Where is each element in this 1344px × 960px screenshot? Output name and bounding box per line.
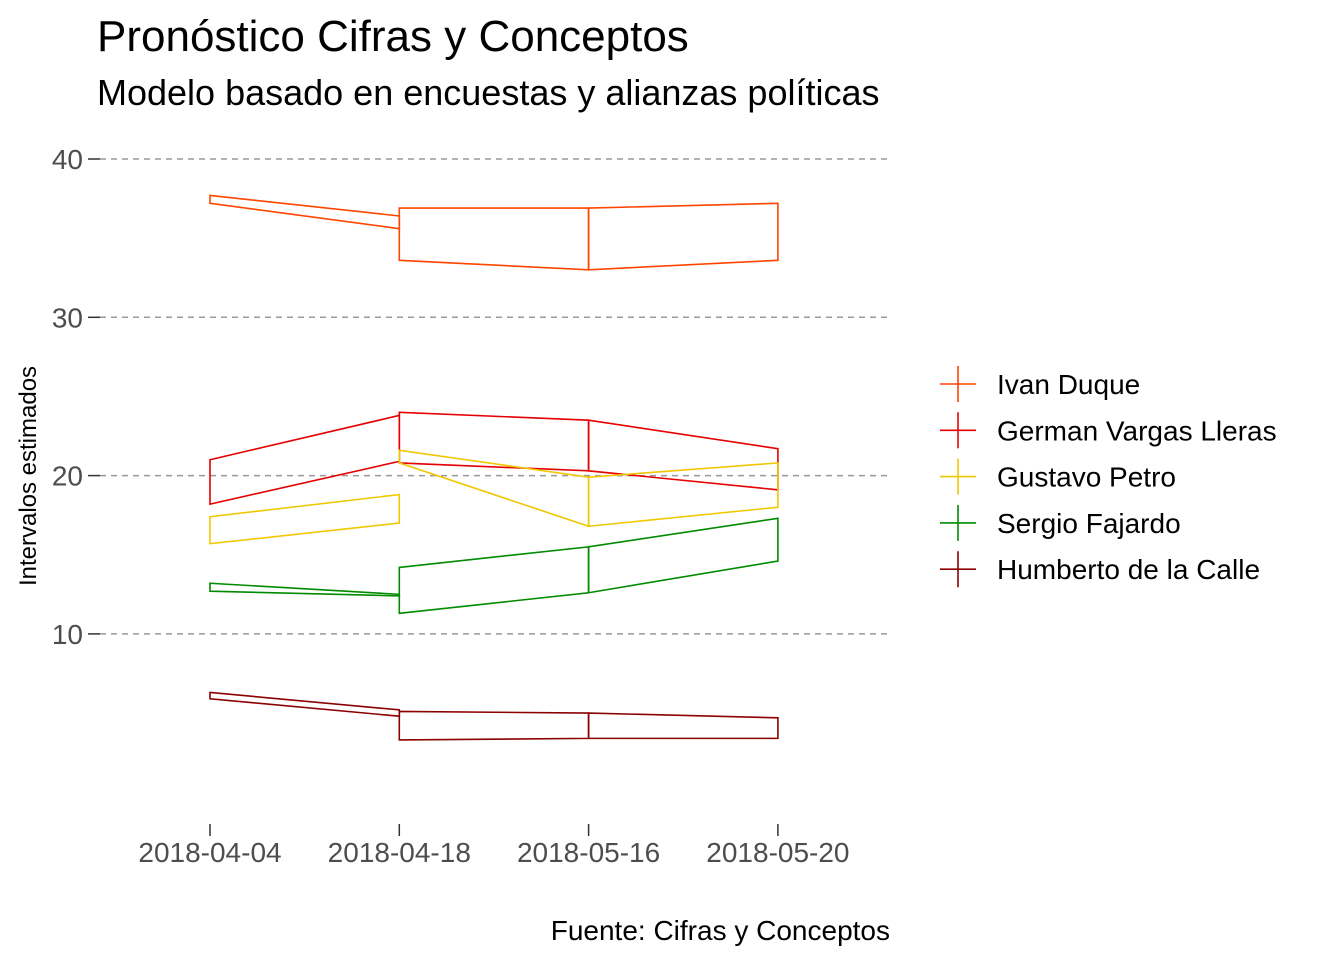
x-tick-label: 2018-05-16 [517,837,660,868]
interval-band [398,207,590,271]
interval-band [398,449,590,528]
y-tick-label: 40 [52,144,83,175]
y-axis: 10 20 30 40 [52,144,100,650]
legend-item: Ivan Duque [940,366,1140,402]
interval-band [209,414,401,506]
legend: Ivan Duque German Vargas Lleras Gustavo Pe… [940,366,1277,588]
x-tick-label: 2018-04-04 [138,837,281,868]
series-gustavo-petro [209,449,779,545]
y-tick-label: 30 [52,302,83,333]
interval-band [398,710,590,741]
interval-band [398,411,590,472]
chart-caption: Fuente: Cifras y Conceptos [551,915,890,946]
legend-item: German Vargas Lleras [940,412,1277,449]
interval-band [209,691,401,718]
interval-band [587,419,779,491]
chart-subtitle: Modelo basado en encuestas y alianzas po… [97,72,880,113]
interval-band [398,545,590,615]
x-tick-label: 2018-05-20 [706,837,849,868]
legend-item: Humberto de la Calle [940,551,1260,588]
interval-band [587,517,779,594]
chart-title: Pronóstico Cifras y Conceptos [97,12,689,61]
interval-band [587,202,779,271]
x-axis: 2018-04-04 2018-04-18 2018-05-16 2018-05-20 [138,824,850,868]
interval-band [209,582,401,597]
interval-band [587,712,779,740]
y-tick-label: 10 [52,619,83,650]
series-sergio-fajardo [209,517,779,615]
interval-band [587,462,779,528]
interval-band [209,194,401,230]
series-humberto-de-la-calle [209,691,779,741]
legend-item: Sergio Fajardo [940,504,1181,541]
series-ivan-duque [209,194,779,271]
y-tick-label: 20 [52,461,83,492]
series-marks [209,194,779,741]
series-german-vargas-lleras [209,411,779,506]
legend-label: Sergio Fajardo [997,508,1181,539]
interval-band [209,493,401,545]
legend-label: Ivan Duque [997,369,1140,400]
x-tick-label: 2018-04-18 [328,837,471,868]
legend-item: Gustavo Petro [940,458,1176,495]
legend-label: Gustavo Petro [997,462,1176,493]
legend-label: Humberto de la Calle [997,554,1260,585]
y-axis-label: Intervalos estimados [15,366,42,586]
legend-label: German Vargas Lleras [997,415,1277,446]
